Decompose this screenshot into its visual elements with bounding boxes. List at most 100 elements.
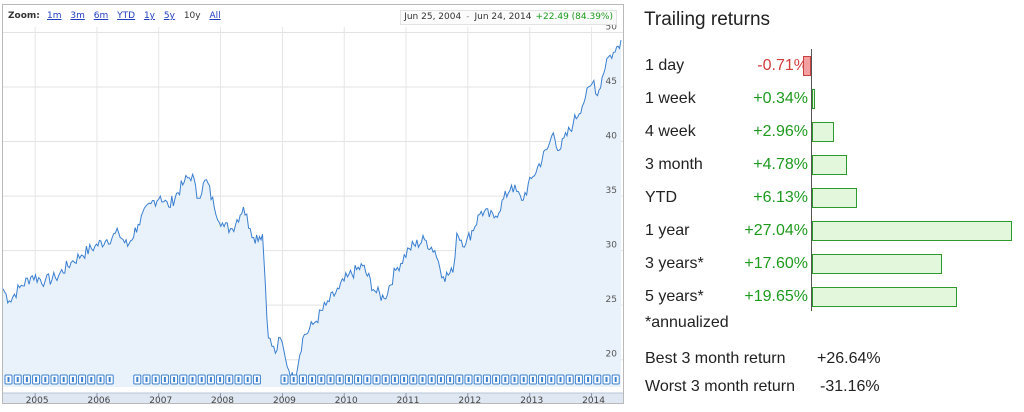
return-bar [812, 122, 834, 142]
dividend-flag-mark [550, 377, 553, 382]
dividend-flag-mark [237, 377, 240, 382]
return-row-1-week: 1 week +0.34% [640, 82, 1024, 115]
dividend-flag-mark [311, 377, 314, 382]
dividend-flag-mark [182, 377, 185, 382]
zoom-6m-link[interactable]: 6m [93, 11, 109, 21]
dividend-flag-mark [605, 377, 608, 382]
best-3-month-label: Best 3 month return [645, 350, 786, 367]
return-value: +19.65% [744, 288, 808, 305]
dividend-flag-mark [246, 377, 249, 382]
zoom-options: 1m 3m 6m YTD 1y 5y 10y All [47, 11, 227, 21]
x-tick-label: 2007 [149, 396, 172, 403]
x-tick-label: 2014 [582, 396, 605, 403]
worst-3-month-return: Worst 3 month return -31.16% [645, 378, 880, 396]
return-value: +17.60% [744, 255, 808, 272]
dividend-flag-mark [7, 377, 10, 382]
zoom-ytd-link[interactable]: YTD [117, 11, 136, 21]
zoom-5y-link[interactable]: 5y [163, 11, 175, 21]
return-bar [812, 254, 943, 274]
return-bar [812, 188, 858, 208]
dividend-flag-mark [191, 377, 194, 382]
dividend-flag-mark [255, 377, 258, 382]
x-tick-label: 2008 [211, 396, 234, 403]
dividend-flag-mark [154, 377, 157, 382]
dividend-flag-mark [458, 377, 461, 382]
return-value: +27.04% [744, 222, 808, 239]
dividend-flag-mark [90, 377, 93, 382]
dividend-flag-mark [81, 377, 84, 382]
chart-area-series [3, 40, 622, 387]
x-tick-label: 2010 [335, 396, 358, 403]
y-tick-label: 50 [606, 22, 618, 32]
trailing-returns-panel: Trailing returns 1 day -0.71% 1 week +0.… [640, 0, 1024, 412]
dividend-flag-mark [412, 377, 415, 382]
y-tick-label: 20 [606, 350, 618, 360]
y-tick-label: 30 [606, 241, 618, 251]
zoom-1m-link[interactable]: 1m [47, 11, 62, 21]
dividend-flag-mark [301, 377, 304, 382]
dividend-flag-mark [338, 377, 341, 382]
series-area-fill [3, 40, 621, 387]
dividend-flag-mark [439, 377, 442, 382]
dividend-flag-mark [16, 377, 19, 382]
dividend-flag-mark [393, 377, 396, 382]
y-tick-label: 40 [606, 132, 618, 142]
range-end-date: Jun 24, 2014 [474, 12, 532, 22]
dividend-flag-mark [35, 377, 38, 382]
return-label: 1 day [645, 57, 685, 74]
return-value: -0.71% [757, 57, 808, 74]
x-axis: 2004200520062007200820092010201120122013… [3, 392, 623, 403]
dividend-flag-mark [228, 377, 231, 382]
dividend-flag-mark [200, 377, 203, 382]
return-row-1-year: 1 year +27.04% [640, 214, 1024, 247]
returns-zero-axis [811, 49, 812, 311]
return-value: +4.78% [753, 156, 808, 173]
dividend-flag-mark [485, 377, 488, 382]
x-tick-label: 2006 [87, 396, 110, 403]
zoom-3m-link[interactable]: 3m [70, 11, 85, 21]
dividend-flag-mark [366, 377, 369, 382]
x-tick-label: 2005 [26, 396, 49, 403]
annualized-footnote: *annualized [645, 314, 729, 331]
dividend-flag-mark [384, 377, 387, 382]
worst-3-month-value: -31.16% [820, 378, 880, 395]
dividend-flag-mark [522, 377, 525, 382]
dividend-flag-mark [53, 377, 56, 382]
dividend-flag-mark [495, 377, 498, 382]
return-value: +0.34% [753, 90, 808, 107]
x-tick-label: 2011 [397, 396, 420, 403]
dividend-flag-mark [568, 377, 571, 382]
dividend-flag-mark [504, 377, 507, 382]
trailing-returns-title: Trailing returns [644, 9, 771, 30]
dividend-flag-mark [219, 377, 222, 382]
dividend-flag-mark [467, 377, 470, 382]
zoom-1y-link[interactable]: 1y [143, 11, 155, 21]
dividend-flag-mark [513, 377, 516, 382]
return-row-ytd: YTD +6.13% [640, 181, 1024, 214]
return-label: YTD [645, 189, 677, 206]
return-label: 5 years* [645, 288, 704, 305]
dividend-flag-mark [421, 377, 424, 382]
return-row-5-years: 5 years* +19.65% [640, 280, 1024, 313]
best-3-month-return: Best 3 month return +26.64% [645, 350, 881, 368]
y-tick-label: 25 [606, 295, 617, 305]
dividend-flag-mark [357, 377, 360, 382]
dividend-flag-mark [99, 377, 102, 382]
zoom-10y-link[interactable]: 10y [183, 11, 201, 21]
zoom-all-link[interactable]: All [209, 11, 221, 21]
dividend-flag-mark [596, 377, 599, 382]
dividend-flag-mark [559, 377, 562, 382]
return-row-4-week: 4 week +2.96% [640, 115, 1024, 148]
event-flags [4, 374, 620, 385]
date-range-info: Jun 25, 2004- Jun 24, 2014 +22.49 (84.39%) [400, 10, 617, 25]
dividend-flag-mark [145, 377, 148, 382]
dividend-flag-mark [108, 377, 111, 382]
return-label: 4 week [645, 123, 696, 140]
y-tick-label: 35 [606, 186, 617, 196]
return-label: 3 years* [645, 255, 704, 272]
x-tick-label: 2009 [273, 396, 296, 403]
best-3-month-value: +26.64% [817, 350, 881, 367]
dividend-flag-mark [531, 377, 534, 382]
